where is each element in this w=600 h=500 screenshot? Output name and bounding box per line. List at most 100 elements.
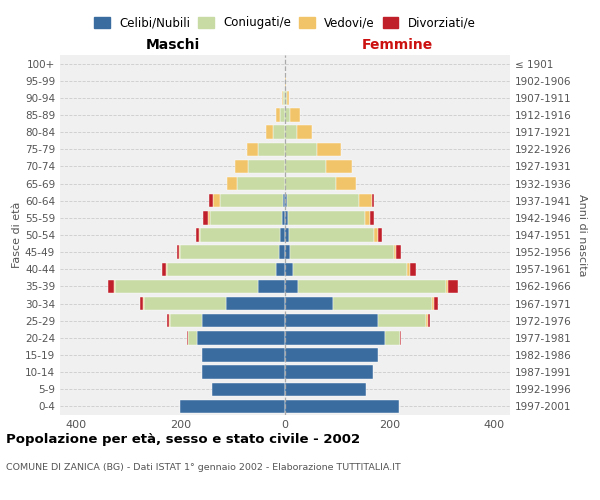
Bar bbox=[237, 177, 285, 190]
Bar bbox=[293, 262, 407, 276]
Bar bbox=[287, 91, 289, 104]
Bar bbox=[287, 194, 359, 207]
Bar bbox=[140, 297, 143, 310]
Bar bbox=[248, 160, 285, 173]
Bar bbox=[202, 348, 285, 362]
Bar bbox=[394, 246, 397, 259]
Bar bbox=[166, 262, 167, 276]
Text: Popolazione per età, sesso e stato civile - 2002: Popolazione per età, sesso e stato civil… bbox=[6, 432, 360, 446]
Bar bbox=[170, 314, 202, 328]
Bar bbox=[289, 228, 374, 241]
Bar bbox=[209, 194, 214, 207]
Bar bbox=[279, 246, 285, 259]
Bar bbox=[285, 400, 399, 413]
Bar bbox=[374, 228, 378, 241]
Bar bbox=[296, 126, 312, 139]
Bar bbox=[283, 211, 285, 224]
Bar bbox=[285, 366, 373, 379]
Bar bbox=[203, 211, 208, 224]
Bar bbox=[285, 91, 287, 104]
Bar bbox=[176, 246, 179, 259]
Bar bbox=[285, 382, 366, 396]
Bar bbox=[285, 228, 289, 241]
Bar bbox=[167, 262, 275, 276]
Bar bbox=[161, 262, 166, 276]
Y-axis label: Fasce di età: Fasce di età bbox=[12, 202, 22, 268]
Bar bbox=[378, 314, 426, 328]
Bar bbox=[285, 108, 290, 122]
Bar bbox=[188, 331, 197, 344]
Bar bbox=[258, 280, 285, 293]
Bar bbox=[202, 314, 285, 328]
Bar bbox=[167, 314, 169, 328]
Bar bbox=[285, 211, 287, 224]
Bar bbox=[283, 194, 285, 207]
Bar bbox=[108, 280, 115, 293]
Bar bbox=[285, 194, 287, 207]
Bar bbox=[407, 262, 410, 276]
Bar bbox=[280, 108, 285, 122]
Bar bbox=[285, 280, 298, 293]
Bar bbox=[397, 246, 401, 259]
Bar bbox=[285, 297, 333, 310]
Bar bbox=[258, 142, 285, 156]
Bar bbox=[285, 314, 378, 328]
Bar bbox=[208, 211, 210, 224]
Bar bbox=[266, 126, 274, 139]
Bar bbox=[143, 297, 144, 310]
Bar bbox=[285, 331, 385, 344]
Bar bbox=[280, 228, 285, 241]
Bar bbox=[220, 194, 283, 207]
Bar bbox=[275, 262, 285, 276]
Bar bbox=[285, 348, 378, 362]
Bar bbox=[434, 297, 439, 310]
Bar bbox=[235, 160, 248, 173]
Bar bbox=[226, 297, 285, 310]
Bar bbox=[410, 262, 416, 276]
Bar bbox=[365, 211, 370, 224]
Bar bbox=[227, 177, 237, 190]
Bar bbox=[210, 211, 283, 224]
Bar bbox=[212, 382, 285, 396]
Bar bbox=[187, 331, 188, 344]
Bar bbox=[428, 314, 430, 328]
Bar bbox=[247, 142, 258, 156]
Bar bbox=[290, 108, 299, 122]
Bar bbox=[285, 246, 290, 259]
Bar bbox=[181, 246, 279, 259]
Legend: Celibi/Nubili, Coniugati/e, Vedovi/e, Divorziati/e: Celibi/Nubili, Coniugati/e, Vedovi/e, Di… bbox=[92, 14, 478, 32]
Bar bbox=[285, 142, 317, 156]
Bar bbox=[426, 314, 428, 328]
Bar bbox=[385, 331, 400, 344]
Bar bbox=[431, 297, 434, 310]
Bar bbox=[285, 160, 326, 173]
Bar bbox=[275, 108, 280, 122]
Bar bbox=[179, 246, 181, 259]
Bar bbox=[285, 262, 293, 276]
Bar bbox=[400, 331, 401, 344]
Bar bbox=[115, 280, 258, 293]
Bar bbox=[370, 211, 374, 224]
Bar bbox=[378, 228, 382, 241]
Bar bbox=[446, 280, 448, 293]
Bar bbox=[283, 91, 285, 104]
Bar bbox=[285, 74, 286, 88]
Bar bbox=[196, 228, 199, 241]
Bar bbox=[372, 194, 374, 207]
Text: COMUNE DI ZANICA (BG) - Dati ISTAT 1° gennaio 2002 - Elaborazione TUTTITALIA.IT: COMUNE DI ZANICA (BG) - Dati ISTAT 1° ge… bbox=[6, 462, 401, 471]
Bar bbox=[274, 126, 285, 139]
Text: Maschi: Maschi bbox=[145, 38, 200, 52]
Bar bbox=[448, 280, 458, 293]
Bar bbox=[199, 228, 200, 241]
Bar bbox=[317, 142, 341, 156]
Bar bbox=[202, 366, 285, 379]
Bar bbox=[285, 177, 336, 190]
Bar bbox=[285, 126, 296, 139]
Bar bbox=[197, 331, 285, 344]
Bar bbox=[144, 297, 226, 310]
Bar bbox=[287, 211, 365, 224]
Bar bbox=[290, 246, 394, 259]
Bar bbox=[169, 314, 170, 328]
Bar bbox=[336, 177, 356, 190]
Bar bbox=[359, 194, 372, 207]
